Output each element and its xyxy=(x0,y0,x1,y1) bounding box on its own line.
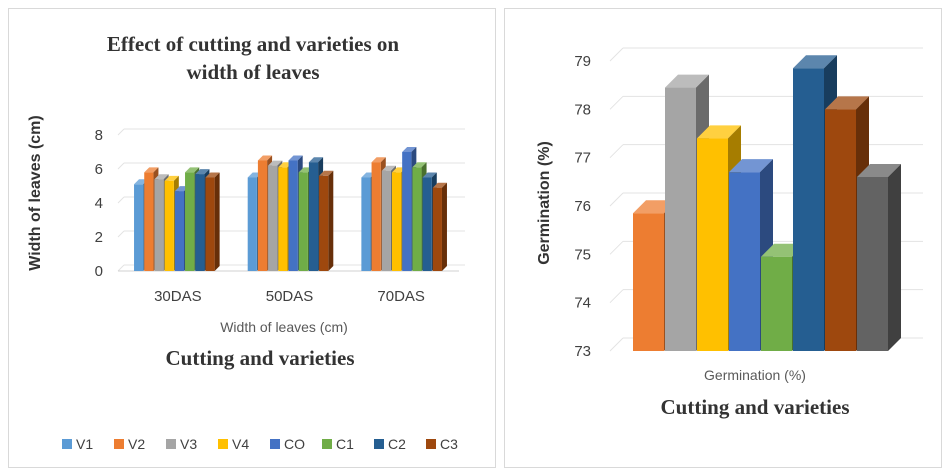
gridline xyxy=(609,192,624,207)
legend-label: C1 xyxy=(336,436,354,452)
y-tick-label: 8 xyxy=(95,127,103,144)
gridline xyxy=(609,144,624,159)
legend-swatch xyxy=(114,439,124,449)
gridline xyxy=(117,128,125,136)
legend-label: C2 xyxy=(388,436,406,452)
y-tick-label: 76 xyxy=(574,198,591,215)
gridline xyxy=(117,264,125,272)
legend-label: V3 xyxy=(180,436,197,452)
chart-caption: Cutting and varieties xyxy=(661,395,850,419)
chart-title-line-2: width of leaves xyxy=(187,60,320,84)
legend-label: V1 xyxy=(76,436,93,452)
gridline xyxy=(609,95,624,110)
x-axis-title: Germination (%) xyxy=(704,367,806,383)
gridline xyxy=(609,240,624,255)
chart-panel-germination: Germination (%) Germination (%) Cutting … xyxy=(504,8,942,468)
y-tick-labels: 73 74 75 76 77 78 79 xyxy=(574,53,591,360)
legend-item: C1 xyxy=(322,436,354,452)
legend-label: V4 xyxy=(232,436,249,452)
bars xyxy=(134,147,447,271)
legend-label: CO xyxy=(284,436,305,452)
gridline xyxy=(609,47,624,62)
x-tick-label: 50DAS xyxy=(266,288,314,305)
width-of-leaves-chart: Effect of cutting and varieties on width… xyxy=(27,32,465,452)
legend-swatch xyxy=(62,439,72,449)
x-axis-title: Width of leaves (cm) xyxy=(220,319,348,335)
y-tick-label: 77 xyxy=(574,150,591,167)
bars xyxy=(633,55,901,351)
bar xyxy=(857,164,901,351)
chart-title-line-1: Effect of cutting and varieties on xyxy=(107,32,400,56)
gridline xyxy=(117,230,125,238)
germination-chart: Germination (%) Germination (%) Cutting … xyxy=(536,47,923,419)
gridline xyxy=(609,337,624,352)
x-tick-label: 70DAS xyxy=(377,288,425,305)
chart-caption: Cutting and varieties xyxy=(166,346,355,370)
legend-item: V2 xyxy=(114,436,145,452)
x-tick-label: 30DAS xyxy=(154,288,202,305)
y-tick-labels: 0 2 4 6 8 xyxy=(95,127,103,280)
legend-item: C3 xyxy=(426,436,458,452)
gridline xyxy=(117,162,125,170)
legend-swatch xyxy=(218,439,228,449)
y-axis-label: Width of leaves (cm) xyxy=(27,115,44,270)
bar xyxy=(432,182,447,271)
legend-item: V1 xyxy=(62,436,93,452)
chart-panel-width-of-leaves: Effect of cutting and varieties on width… xyxy=(8,8,496,468)
legend-item: V4 xyxy=(218,436,249,452)
y-tick-label: 2 xyxy=(95,229,103,246)
legend: V1 V2 V3 V4 CO C1 C2 C3 xyxy=(62,436,458,452)
y-tick-label: 4 xyxy=(95,195,103,212)
legend-item: CO xyxy=(270,436,305,452)
legend-label: V2 xyxy=(128,436,145,452)
legend-swatch xyxy=(270,439,280,449)
legend-swatch xyxy=(426,439,436,449)
y-tick-label: 79 xyxy=(574,53,591,70)
gridline xyxy=(117,196,125,204)
bar xyxy=(319,170,334,271)
legend-label: C3 xyxy=(440,436,458,452)
y-tick-label: 78 xyxy=(574,101,591,118)
y-tick-label: 74 xyxy=(574,295,591,312)
y-tick-label: 6 xyxy=(95,161,103,178)
legend-swatch xyxy=(166,439,176,449)
y-tick-label: 0 xyxy=(95,263,103,280)
x-tick-labels: 30DAS 50DAS 70DAS xyxy=(154,288,425,305)
y-axis-label: Germination (%) xyxy=(536,141,553,265)
gridline xyxy=(609,289,624,304)
legend-item: V3 xyxy=(166,436,197,452)
bar xyxy=(205,172,220,271)
y-tick-label: 75 xyxy=(574,246,591,263)
legend-swatch xyxy=(374,439,384,449)
y-tick-label: 73 xyxy=(574,343,591,360)
legend-swatch xyxy=(322,439,332,449)
legend-item: C2 xyxy=(374,436,406,452)
